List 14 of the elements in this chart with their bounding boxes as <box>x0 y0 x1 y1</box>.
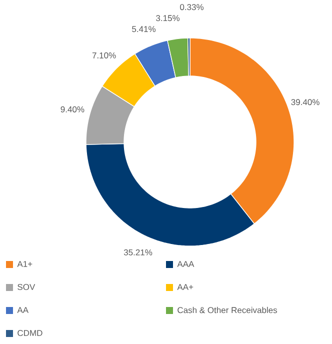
data-label: 3.15% <box>156 15 180 22</box>
legend-label: AA <box>17 307 29 313</box>
data-label: 35.21% <box>124 249 152 256</box>
data-label: 9.40% <box>60 106 84 112</box>
legend-label: A1+ <box>17 261 32 267</box>
legend-label: CDMD <box>18 330 42 336</box>
legend-label: Cash & Other Receivables <box>178 306 278 314</box>
data-label: 0.33% <box>180 4 204 10</box>
legend-label: AA+ <box>177 284 194 290</box>
data-label: 7.10% <box>92 52 116 58</box>
data-label: 39.40% <box>291 99 320 106</box>
data-label: 5.41% <box>132 26 156 32</box>
legend-label: AAA <box>177 261 194 267</box>
legend-label: SOV <box>18 284 36 290</box>
